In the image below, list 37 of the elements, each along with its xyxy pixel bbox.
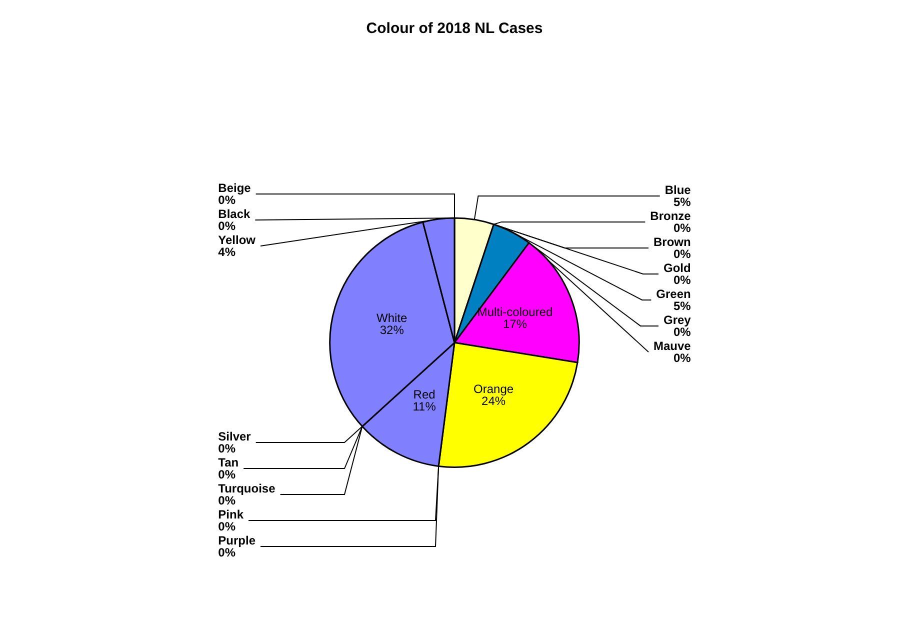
category-label: Mauve xyxy=(653,338,691,353)
text: 0% xyxy=(218,193,236,208)
category-label: Gold xyxy=(664,260,691,275)
category-label: Purple xyxy=(218,534,256,548)
text: 0% xyxy=(673,272,691,287)
chart-title: Colour of 2018 NL Cases xyxy=(366,20,543,37)
category-label: Turquoise xyxy=(218,482,276,496)
category-label: Black xyxy=(218,207,250,222)
category-label: Bronze xyxy=(650,208,691,223)
text: 0% xyxy=(218,468,236,482)
category-label: Pink xyxy=(218,508,244,522)
slice-label: Multi-coloured xyxy=(477,305,553,320)
category-label: Silver xyxy=(218,430,251,444)
category-label: Grey xyxy=(663,312,691,327)
slice-label: Yellow xyxy=(218,233,256,248)
slice-label: Orange xyxy=(474,382,514,396)
category-label: Beige xyxy=(218,181,251,196)
data-label: 32% xyxy=(380,323,404,338)
slice-label: Red xyxy=(413,388,436,402)
text: 0% xyxy=(218,494,236,508)
text: 0% xyxy=(218,546,236,560)
slice-label: Blue xyxy=(664,182,692,197)
data-label: 4% xyxy=(218,245,236,260)
slice-label: Green xyxy=(656,286,691,301)
data-label: 5% xyxy=(673,194,692,209)
data-label: 5% xyxy=(673,298,692,313)
slice-label: White xyxy=(376,311,408,326)
text: 0% xyxy=(673,246,691,261)
text: 0% xyxy=(673,350,691,365)
text: 0% xyxy=(218,520,236,534)
category-label: Tan xyxy=(218,456,239,470)
text: 0% xyxy=(673,220,691,235)
data-label: 11% xyxy=(412,400,436,414)
text: 0% xyxy=(218,219,236,234)
data-label: 17% xyxy=(503,317,528,332)
text: 0% xyxy=(218,442,236,456)
category-label: Brown xyxy=(653,234,691,249)
